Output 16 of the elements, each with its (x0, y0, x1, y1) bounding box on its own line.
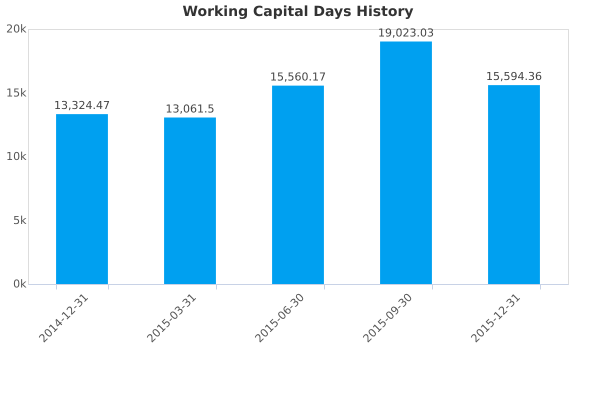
data-label: 13,061.5 (166, 102, 214, 116)
y-tick-label: 5k (13, 214, 28, 227)
data-label: 15,560.17 (270, 70, 326, 84)
y-tick-label: 15k (6, 86, 28, 100)
bar (56, 114, 108, 284)
data-label: 15,594.36 (486, 70, 542, 84)
data-label: 13,324.47 (54, 99, 110, 112)
bar (380, 41, 432, 284)
bar (164, 117, 216, 284)
y-tick-label: 0k (13, 278, 28, 290)
y-tick-label: 20k (6, 22, 28, 36)
chart-title: Working Capital Days History (182, 4, 414, 20)
data-label: 19,023.03 (378, 26, 434, 40)
bar (488, 85, 540, 284)
bar (272, 86, 324, 284)
y-tick-label: 10k (6, 150, 28, 163)
